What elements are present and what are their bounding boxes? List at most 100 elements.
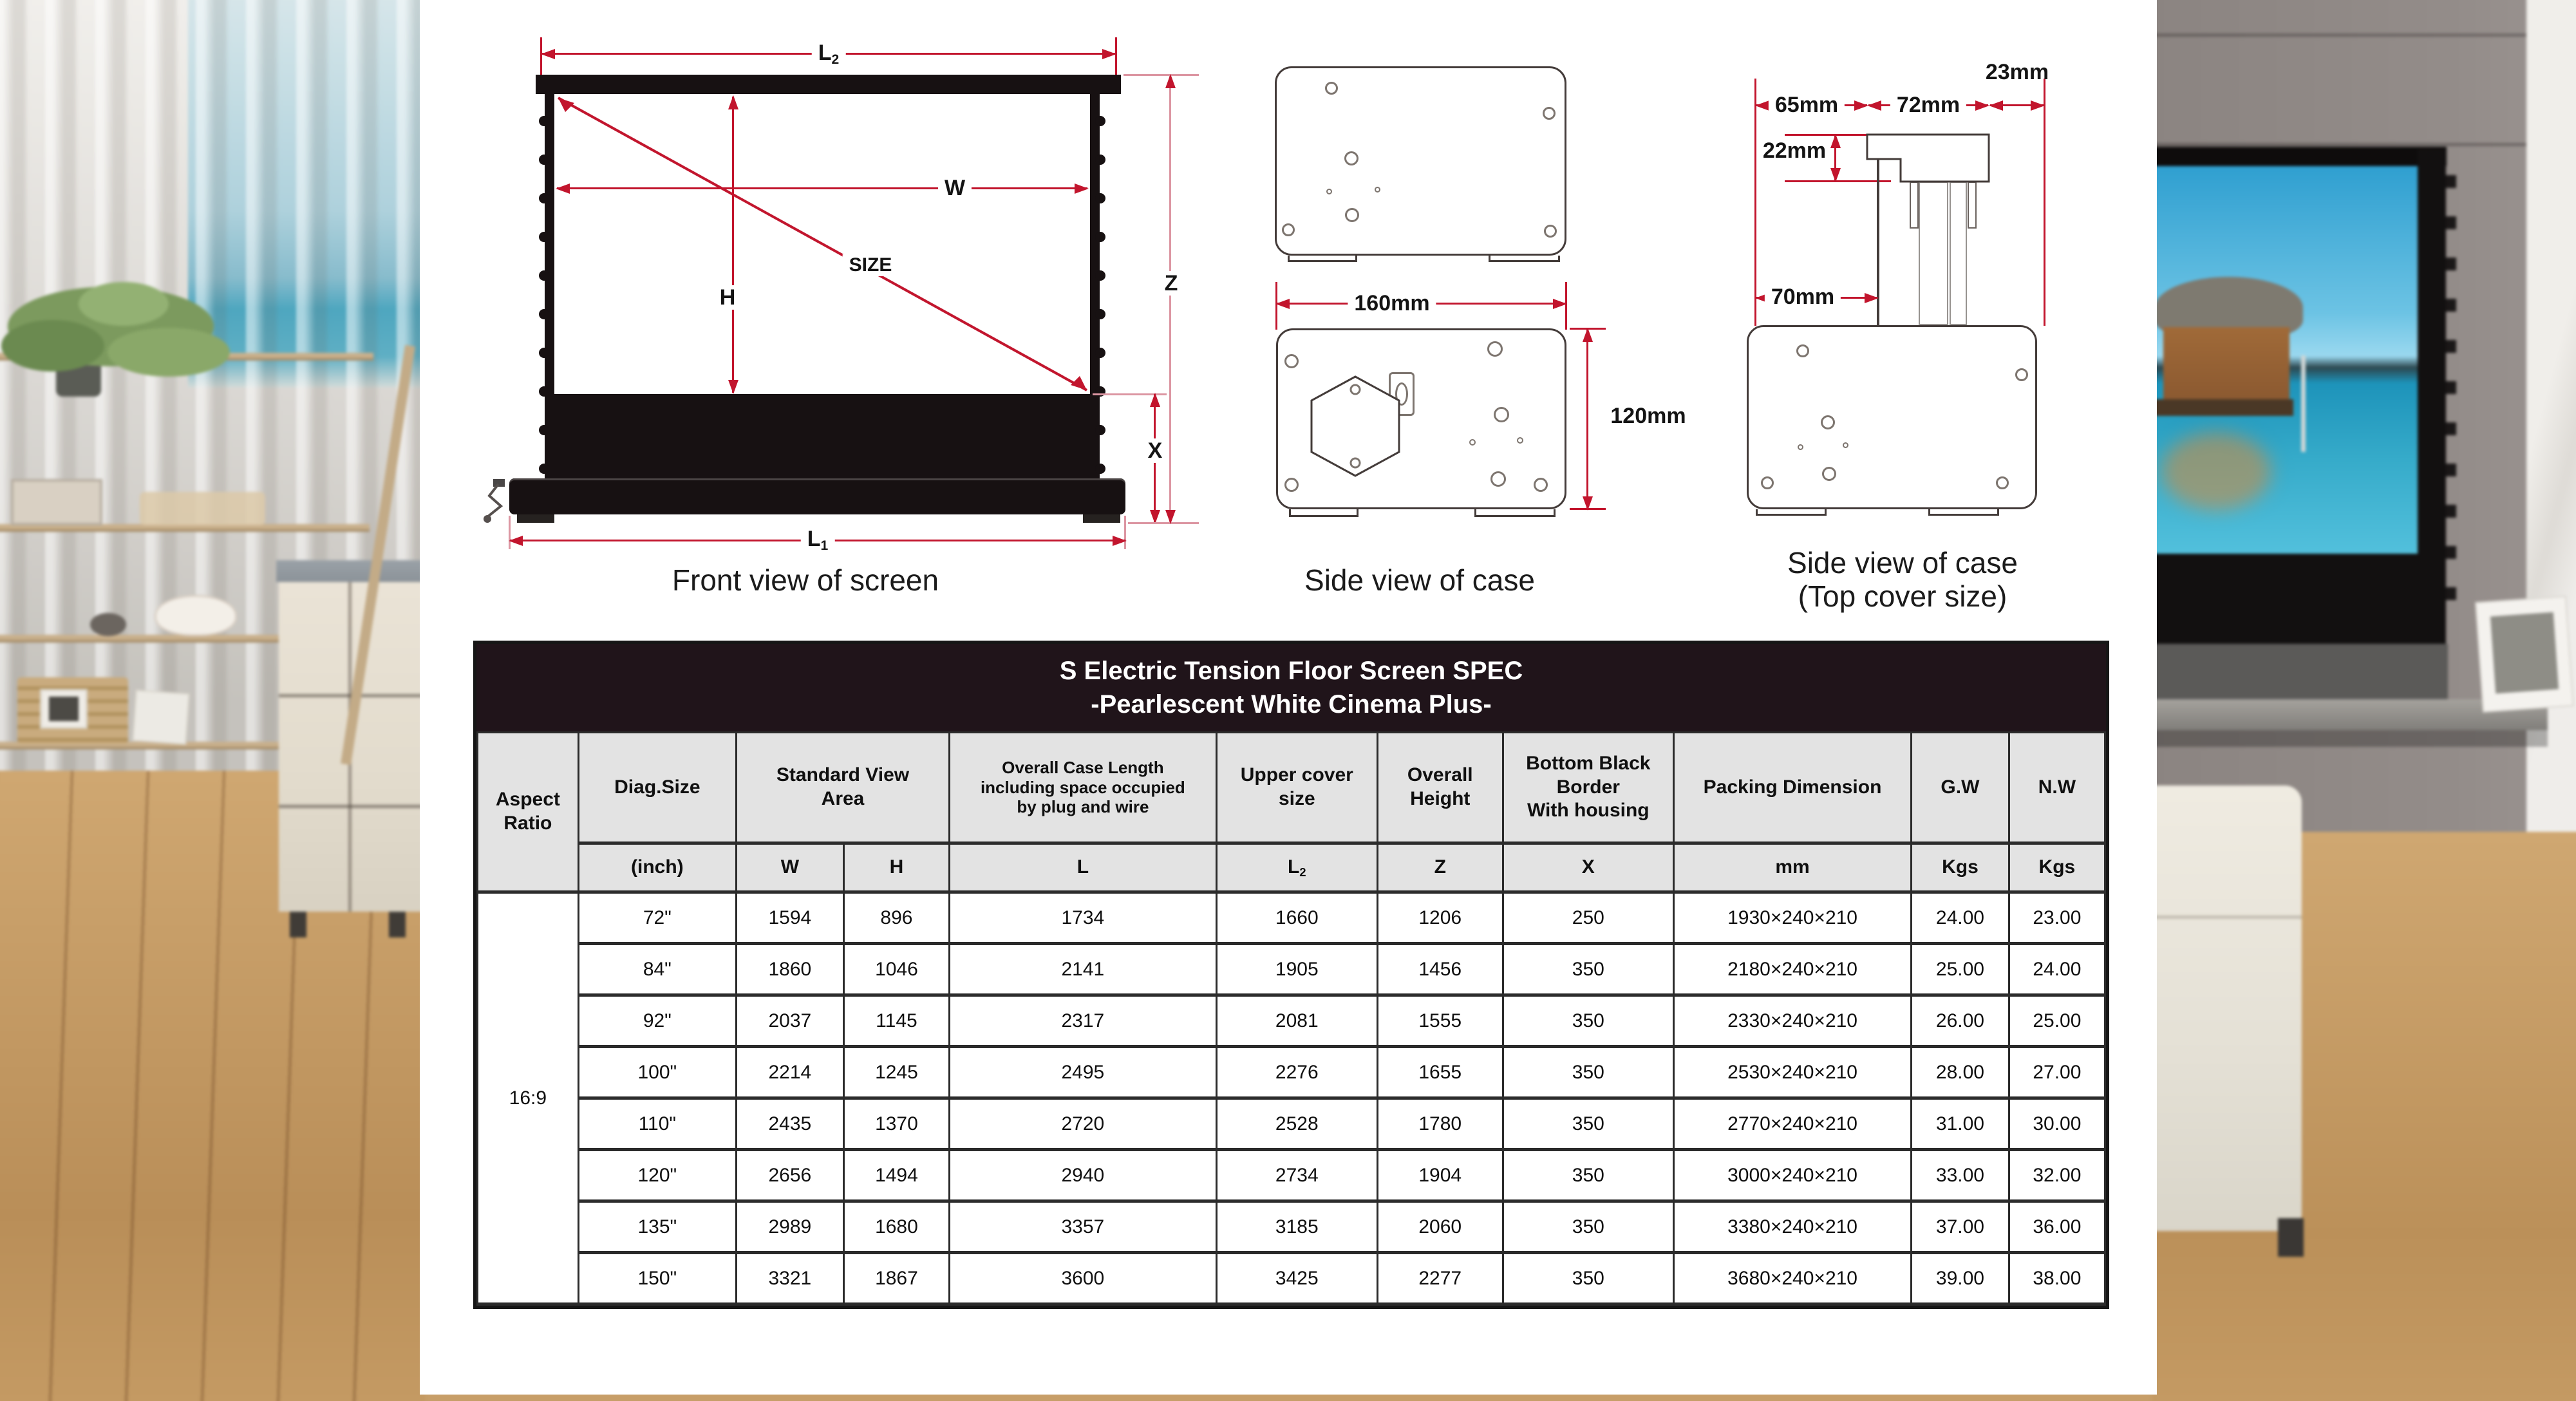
dim-label-160mm: 160mm	[1348, 291, 1436, 315]
dresser-body	[279, 582, 425, 912]
header-packing-dimension: Packing Dimension	[1673, 731, 1913, 845]
table-cell: 2989	[735, 1200, 845, 1254]
table-cell: 1860	[735, 943, 845, 997]
table-cell: 350	[1501, 1252, 1675, 1306]
header-bottom-black-border: Bottom Black Border With housing	[1501, 731, 1675, 845]
table-cell: 25.00	[2007, 994, 2107, 1048]
tension-dot	[1095, 232, 1105, 242]
table-cell: 1904	[1376, 1149, 1504, 1203]
photo-left-room	[0, 0, 425, 1401]
table-cell: 1206	[1376, 891, 1504, 945]
table-cell: 27.00	[2007, 1046, 2107, 1100]
table-cell: 2330×240×210	[1673, 994, 1913, 1048]
case-foot-left	[517, 514, 554, 523]
top-cover-caption-line1: Side view of case	[1787, 546, 2018, 579]
tension-dot	[539, 425, 549, 435]
dim-label-X: X	[1141, 438, 1169, 463]
table-cell: 1456	[1376, 943, 1504, 997]
table-cell: 1680	[842, 1200, 951, 1254]
header-aspect-ratio: Aspect Ratio	[476, 731, 579, 894]
dresser-gap-2	[279, 805, 425, 808]
table-cell: 3357	[948, 1200, 1217, 1254]
screen-top-bar	[536, 75, 1121, 94]
top-cover-caption-line2: (Top cover size)	[1798, 579, 2007, 613]
rocker-on-mark	[1373, 409, 1375, 420]
table-cell: 1145	[842, 994, 951, 1048]
media-console	[2152, 644, 2448, 699]
table-cell: 3000×240×210	[1673, 1149, 1913, 1203]
table-cell: 350	[1501, 994, 1675, 1048]
tension-dot	[1095, 116, 1105, 126]
table-cell: 2495	[948, 1046, 1217, 1100]
header-overall-height: Overall Height	[1376, 731, 1504, 845]
table-cell: 2940	[948, 1149, 1217, 1203]
table-cell: 1370	[842, 1097, 951, 1151]
dim-line-22mm	[1830, 134, 1841, 182]
table-cell: 23.00	[2007, 891, 2107, 945]
screen-housing-case	[509, 478, 1125, 514]
beach-hut-deck	[2152, 399, 2293, 416]
table-cell: 1660	[1215, 891, 1378, 945]
dim-label-Z: Z	[1158, 271, 1185, 296]
spec-title-line1: S Electric Tension Floor Screen SPEC	[1059, 657, 1523, 685]
tension-dot	[539, 116, 549, 126]
screen-left-rail	[539, 94, 554, 480]
table-cell: 72"	[577, 891, 737, 945]
papers	[132, 690, 190, 745]
tension-dot	[1095, 155, 1105, 165]
table-cell: 2435	[735, 1097, 845, 1151]
table-cell: 3185	[1215, 1200, 1378, 1254]
table-cell: 350	[1501, 1097, 1675, 1151]
photo-right-room	[2152, 0, 2576, 1401]
lift-column-1	[1919, 182, 1948, 325]
tension-dot	[539, 155, 549, 165]
header-gw: G.W	[1910, 731, 2010, 845]
screen-right-rail	[1090, 94, 1105, 480]
dim-line-W	[556, 183, 1089, 194]
table-cell: 38.00	[2007, 1252, 2107, 1306]
screen-bottom-case	[2152, 554, 2446, 644]
table-cell: 135"	[577, 1200, 737, 1254]
spec-title-line2: -Pearlescent White Cinema Plus-	[1091, 690, 1492, 719]
shelf-bar-1	[0, 353, 373, 361]
table-cell: 350	[1501, 1046, 1675, 1100]
subheader-l: L	[948, 842, 1217, 894]
console-shadow	[2152, 730, 2548, 747]
table-cell: 31.00	[1910, 1097, 2010, 1151]
table-cell: 1046	[842, 943, 951, 997]
case-side-view	[1276, 328, 1566, 509]
table-cell: 350	[1501, 943, 1675, 997]
dim-label-120mm: 120mm	[1610, 404, 1686, 428]
photo-frame-inner	[2490, 612, 2559, 694]
shelf-bar-2	[0, 524, 370, 532]
hut-reflection	[2161, 433, 2271, 510]
tension-dot	[539, 193, 549, 203]
stone	[90, 613, 126, 636]
tension-dot	[539, 270, 549, 281]
bowl	[155, 595, 237, 636]
toggle-switch-knob	[1395, 382, 1408, 406]
tension-dot	[539, 464, 549, 474]
subheader-h: H	[842, 842, 951, 894]
table-cell: 28.00	[1910, 1046, 2010, 1100]
table-cell: 25.00	[1910, 943, 2010, 997]
tension-dot	[539, 386, 549, 397]
dresser-foot-right	[389, 912, 406, 937]
side-case-caption: Side view of case	[1304, 563, 1535, 597]
table-cell: 30.00	[2007, 1097, 2107, 1151]
dim-label-70mm: 70mm	[1764, 285, 1841, 309]
header-upper-cover-size: Upper cover size	[1215, 731, 1378, 845]
table-row: 135" 2989 1680 3357 3185 2060 350 3380×240×210 3…	[478, 1200, 2107, 1254]
spec-table: Aspect Ratio Diag.Size Standard View Area …	[476, 731, 2107, 1306]
table-cell: 2060	[1376, 1200, 1504, 1254]
screen-tension-tabs	[2446, 175, 2456, 613]
table-cell: 84"	[577, 943, 737, 997]
table-cell: 2277	[1376, 1252, 1504, 1306]
cover-tab-right	[1968, 182, 1977, 229]
table-cell: 2180×240×210	[1673, 943, 1913, 997]
table-row: 100" 2214 1245 2495 2276 1655 350 2530×240×210 2…	[478, 1046, 2107, 1100]
dresser-foot-left	[290, 912, 306, 937]
ottoman-foot	[2278, 1218, 2304, 1257]
iec-socket	[1318, 406, 1354, 446]
